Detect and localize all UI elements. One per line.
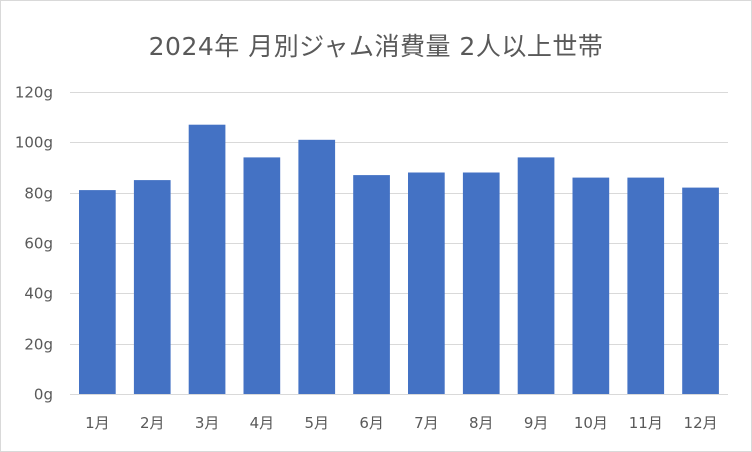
y-tick-label: 20g [24, 336, 53, 354]
bar [188, 124, 226, 394]
y-tick-label: 100g [15, 134, 53, 152]
bar [133, 180, 171, 394]
x-tick-label: 6月 [359, 414, 384, 432]
y-axis-tick-labels: 0g 20g 40g 60g 80g 100g 120g [15, 84, 53, 404]
x-tick-label: 5月 [305, 414, 330, 432]
x-tick-label: 12月 [684, 414, 718, 432]
x-tick-label: 9月 [524, 414, 549, 432]
y-tick-label: 0g [34, 386, 53, 404]
x-tick-label: 11月 [629, 414, 663, 432]
y-tick-label: 80g [24, 185, 53, 203]
bar [243, 157, 281, 394]
x-tick-label: 3月 [195, 414, 220, 432]
bar [79, 190, 116, 394]
x-tick-label: 8月 [469, 414, 494, 432]
bar [627, 177, 665, 394]
y-tick-label: 60g [24, 235, 53, 253]
x-tick-label: 10月 [574, 414, 608, 432]
bar [682, 187, 719, 394]
x-tick-label: 4月 [250, 414, 275, 432]
x-tick-label: 2月 [140, 414, 165, 432]
bar [408, 172, 445, 394]
bar [353, 175, 390, 394]
x-tick-label: 7月 [414, 414, 439, 432]
bar [462, 172, 500, 394]
bar [572, 177, 610, 394]
gridlines [70, 92, 728, 345]
bar [298, 139, 336, 394]
bar [517, 157, 555, 394]
y-tick-label: 120g [15, 84, 53, 102]
chart-title: 2024年 月別ジャム消費量 2人以上世帯 [148, 32, 604, 61]
x-axis-tick-labels: 1月 2月 3月 4月 5月 6月 7月 8月 9月 10月 11月 12月 [85, 414, 718, 432]
x-tick-label: 1月 [85, 414, 110, 432]
bars [79, 124, 719, 394]
y-tick-label: 40g [24, 285, 53, 303]
